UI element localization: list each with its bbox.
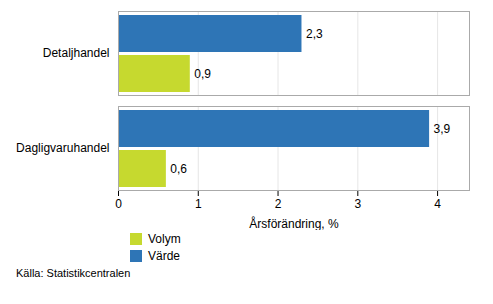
svg-text:1: 1 — [195, 197, 202, 211]
svg-text:3: 3 — [354, 197, 361, 211]
svg-text:Årsförändring, %: Årsförändring, % — [249, 216, 339, 231]
svg-text:0: 0 — [115, 197, 122, 211]
svg-text:0,6: 0,6 — [170, 162, 187, 176]
html-text:Värde: Värde — [148, 249, 180, 263]
svg-text:3,9: 3,9 — [434, 122, 451, 136]
svg-text:2,3: 2,3 — [306, 27, 323, 41]
svg-text:2: 2 — [275, 197, 282, 211]
svg-text:Detaljhandel: Detaljhandel — [43, 46, 110, 60]
html-text:Källa: Statistikcentralen: Källa: Statistikcentralen — [16, 267, 131, 279]
svg-text:Dagligvaruhandel: Dagligvaruhandel — [16, 141, 109, 155]
svg-text:4: 4 — [434, 197, 441, 211]
svg-text:0,9: 0,9 — [194, 67, 211, 81]
html-text:Volym: Volym — [148, 232, 181, 246]
